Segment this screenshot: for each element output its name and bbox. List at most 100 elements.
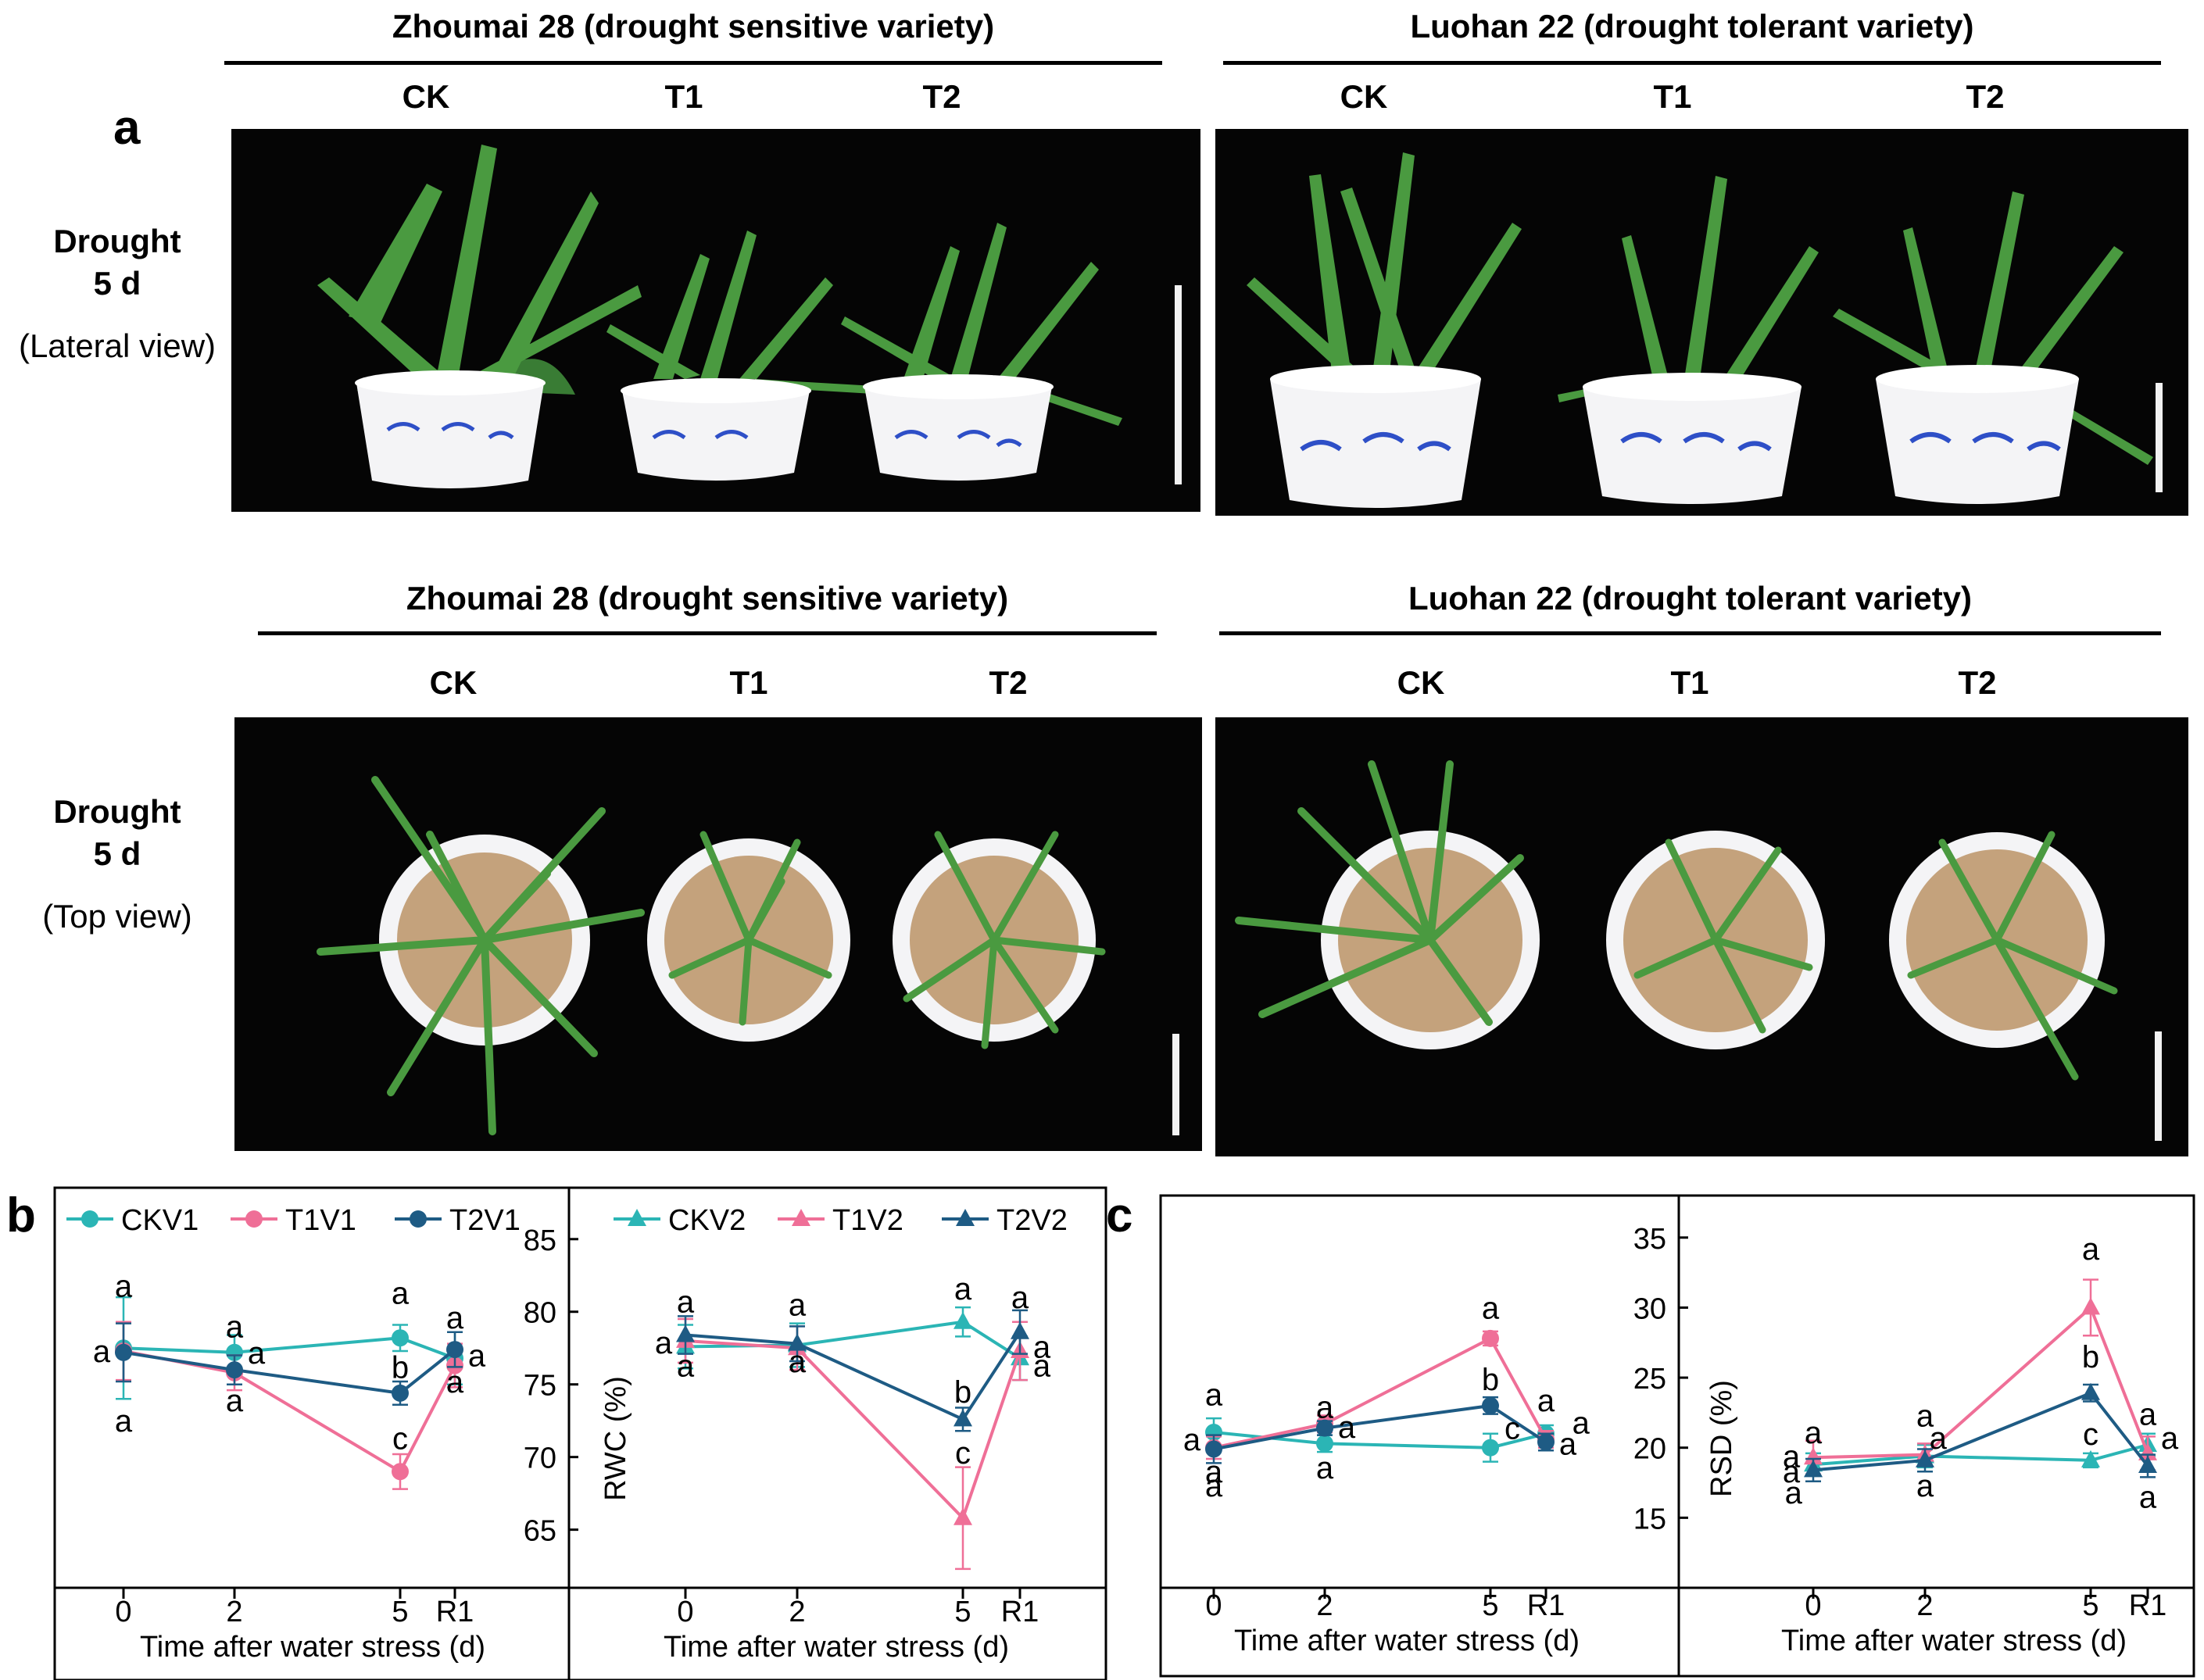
group-title-zhoumai-top: Zhoumai 28 (drought sensitive variety) <box>406 580 1009 617</box>
c-left-point-T2V1-3 <box>1537 1433 1555 1451</box>
b-left-legend-marker-1 <box>245 1210 263 1228</box>
c-left-sig-letter-11: a <box>1572 1406 1590 1440</box>
c-left-point-CKV1-1 <box>1316 1435 1333 1453</box>
c-right-xtick-label-0: 0 <box>1805 1589 1821 1622</box>
b-left-sig-letter-11: a <box>446 1365 464 1399</box>
c-right-series-line-CKV2 <box>1812 1443 2149 1467</box>
c-right-xtick-label-1: 2 <box>1916 1589 1933 1622</box>
b-right-ytick-label-4: 85 <box>524 1224 556 1257</box>
c-left-xtick-label-0: 0 <box>1205 1589 1222 1622</box>
c-left-xlabel: Time after water stress (d) <box>1234 1625 1580 1657</box>
b-left-xtick-label-3: R1 <box>436 1596 474 1628</box>
b-right-point-CKV2-2 <box>954 1311 972 1329</box>
c-right-sig-letter-4: a <box>1916 1399 1934 1433</box>
panel-c-frame <box>1159 1194 2195 1678</box>
group-rule-luohan-top <box>1219 631 2161 635</box>
row-label-lateral-view: (Lateral view) <box>18 327 216 364</box>
pot-lateral-ck <box>317 145 642 488</box>
b-right-sig-letter-8: a <box>1011 1281 1029 1315</box>
row-label-top: Drought 5 d (Top view) <box>0 791 234 937</box>
photo-zhoumai-top-drawing <box>317 776 1106 1135</box>
row-label-lateral: Drought 5 d (Lateral view) <box>0 220 234 366</box>
c-right-sig-letter-5: a <box>1930 1421 1948 1456</box>
col-ck-luohan-lateral: CK <box>1340 78 1388 115</box>
photo-zhoumai-top <box>234 717 1202 1151</box>
b-left-sig-letter-0: a <box>115 1269 133 1303</box>
col-ck-zhoumai-top: CK <box>429 664 478 701</box>
col-t2-zhoumai-top: T2 <box>989 664 1028 701</box>
group-rule-zhoumai-top <box>258 631 1157 635</box>
group-title-zhoumai-lateral: Zhoumai 28 (drought sensitive variety) <box>392 8 995 45</box>
c-left-point-T2V1-2 <box>1482 1396 1499 1414</box>
photo-luohan-lateral-drawing <box>1247 152 2153 508</box>
b-right-series-line-T1V2 <box>685 1339 1021 1521</box>
b-left-sig-letter-2: a <box>93 1335 111 1369</box>
b-left-sig-letter-9: a <box>446 1301 464 1335</box>
row-label-lateral-days: 5 d <box>93 264 141 302</box>
b-right-ytick-label-1: 70 <box>524 1442 556 1475</box>
row-label-top-view: (Top view) <box>42 897 192 935</box>
b-left-point-T1V1-2 <box>392 1463 409 1481</box>
c-right-sig-letter-9: c <box>2083 1417 2098 1452</box>
b-right-sig-letter-4: a <box>789 1345 807 1379</box>
c-right-ytick-label-1: 20 <box>1633 1433 1666 1466</box>
c-right-sig-letter-12: a <box>2139 1480 2157 1514</box>
pot-lateral-t1 <box>606 231 888 481</box>
row-label-top-drought: Drought <box>53 793 181 830</box>
photo-luohan-lateral <box>1215 129 2188 516</box>
b-right-legend-marker-1 <box>792 1209 810 1226</box>
c-left-point-T1V1-2 <box>1482 1329 1499 1347</box>
b-right-ytick-label-0: 65 <box>524 1515 556 1548</box>
col-t1-zhoumai-lateral: T1 <box>664 78 703 115</box>
row-label-lateral-drought: Drought <box>53 223 181 259</box>
c-right-ytick-label-2: 25 <box>1633 1363 1666 1396</box>
scale-bar-luohan-top <box>2155 1031 2162 1141</box>
b-right-legend-label-0: CKV2 <box>668 1204 746 1237</box>
c-left-xtick-label-3: R1 <box>1527 1589 1565 1622</box>
b-right-ytick-label-2: 75 <box>524 1370 556 1403</box>
b-right-sig-letter-1: a <box>655 1326 673 1360</box>
b-left-sig-letter-3: a <box>226 1310 244 1344</box>
c-left-sig-letter-7: a <box>1482 1291 1500 1325</box>
c-right-sig-letter-6: a <box>1916 1469 1934 1503</box>
b-right-sig-letter-9: a <box>1033 1330 1051 1364</box>
photo-luohan-top <box>1215 717 2188 1156</box>
c-right-series-line-T1V2 <box>1812 1305 2149 1460</box>
pot-top-t2 <box>893 831 1106 1049</box>
b-right-ytick-label-3: 80 <box>524 1297 556 1330</box>
scale-bar-zhoumai-lateral <box>1175 285 1182 484</box>
c-left-point-T2V1-1 <box>1316 1419 1333 1437</box>
b-left-sig-letter-7: b <box>392 1350 409 1385</box>
row-label-top-days: 5 d <box>93 835 141 872</box>
c-right-point-T1V2-0 <box>1804 1447 1823 1465</box>
c-left-point-T2V1-0 <box>1205 1440 1222 1458</box>
b-left-xtick-label-0: 0 <box>115 1596 131 1628</box>
c-right-ytick-label-0: 15 <box>1633 1503 1666 1535</box>
c-left-sig-letter-9: c <box>1505 1412 1520 1446</box>
c-right-point-T2V2-1 <box>1916 1449 1934 1467</box>
b-right-point-T1V2-2 <box>954 1507 972 1525</box>
b-right-xtick-label-0: 0 <box>677 1596 693 1628</box>
b-right-xtick-label-3: R1 <box>1001 1596 1039 1628</box>
panel-b-letter: b <box>6 1189 36 1242</box>
pot-top-t1-luohan <box>1606 831 1825 1049</box>
b-left-point-CKV1-1 <box>226 1343 243 1361</box>
pot-lateral-ck-luohan <box>1247 152 1522 508</box>
c-left-series-line-T1V1 <box>1213 1336 1547 1449</box>
b-left-xtick-label-1: 2 <box>226 1596 242 1628</box>
c-right-ytick-label-4: 35 <box>1633 1223 1666 1256</box>
c-left-sig-letter-1: a <box>1183 1423 1201 1457</box>
b-right-point-T2V2-0 <box>676 1324 695 1342</box>
scale-bar-luohan-lateral <box>2156 383 2163 492</box>
photo-luohan-top-drawing <box>1235 760 2118 1081</box>
b-right-sig-letter-6: b <box>954 1375 971 1410</box>
c-right-point-T1V2-3 <box>2138 1442 2157 1460</box>
b-left-sig-letter-10: a <box>468 1339 486 1374</box>
b-right-xtick-label-1: 2 <box>789 1596 805 1628</box>
panel-c-letter: c <box>1106 1189 1133 1242</box>
pot-lateral-t2 <box>841 223 1122 481</box>
b-right-xtick-label-2: 5 <box>954 1596 971 1628</box>
b-left-point-T2V1-3 <box>446 1341 463 1359</box>
